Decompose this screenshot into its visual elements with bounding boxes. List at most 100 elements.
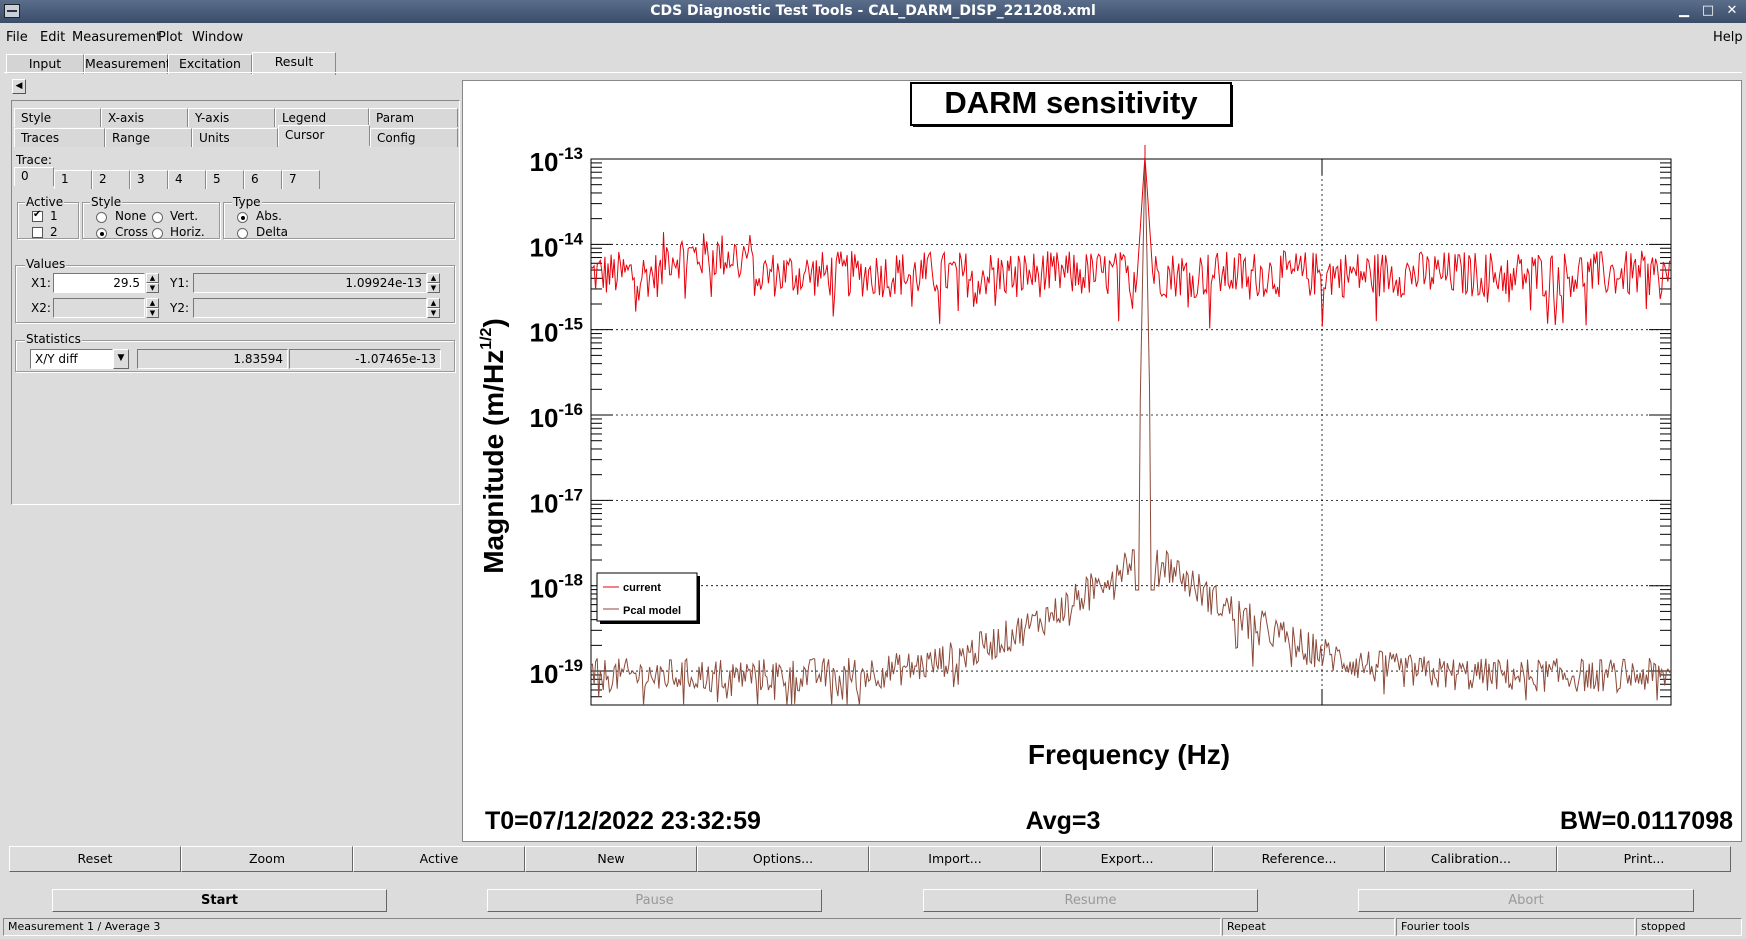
close-icon[interactable]: ✕ bbox=[1726, 3, 1738, 18]
start-button[interactable]: Start bbox=[52, 889, 387, 912]
export-button[interactable]: Export... bbox=[1041, 846, 1213, 872]
x1-input[interactable]: 29.5 bbox=[53, 273, 145, 293]
subtab-style[interactable]: Style bbox=[14, 108, 101, 127]
reset-button[interactable]: Reset bbox=[9, 846, 181, 872]
subtab-range[interactable]: Range bbox=[105, 128, 192, 147]
subtab-config[interactable]: Config bbox=[370, 128, 458, 147]
style-none-label: None bbox=[115, 209, 147, 223]
style-cross-radio[interactable] bbox=[96, 228, 107, 239]
subtab-units[interactable]: Units bbox=[192, 128, 278, 147]
x1-spinner[interactable]: ▲ ▼ bbox=[146, 273, 159, 293]
type-delta-radio[interactable] bbox=[237, 228, 248, 239]
y-tick-label: 10-13 bbox=[530, 144, 584, 177]
t0-label: T0=07/12/2022 23:32:59 bbox=[485, 807, 761, 835]
y1-spinner[interactable]: ▲ ▼ bbox=[427, 273, 440, 293]
statistics-dropdown-button[interactable]: ▼ bbox=[113, 349, 129, 369]
style-none-radio[interactable] bbox=[96, 212, 107, 223]
subtab-legend[interactable]: Legend bbox=[275, 108, 369, 127]
statistics-mode-select[interactable]: X/Y diff bbox=[30, 349, 113, 369]
values-group bbox=[15, 265, 455, 323]
menu-file[interactable]: File bbox=[6, 30, 28, 45]
legend[interactable]: current Pcal model bbox=[596, 572, 700, 624]
options-button[interactable]: Options... bbox=[697, 846, 869, 872]
active-group-label: Active bbox=[25, 195, 65, 209]
values-group-label: Values bbox=[25, 257, 67, 271]
style-vert-radio[interactable] bbox=[152, 212, 163, 223]
new-button[interactable]: New bbox=[525, 846, 697, 872]
window-menu-icon[interactable] bbox=[4, 4, 20, 18]
resume-button[interactable]: Resume bbox=[923, 889, 1258, 912]
status-repeat: Repeat bbox=[1222, 918, 1395, 936]
tab-excitation[interactable]: Excitation bbox=[168, 54, 252, 74]
reference-button[interactable]: Reference... bbox=[1213, 846, 1385, 872]
trace-tab-0[interactable]: 0 bbox=[14, 167, 54, 186]
window-title: CDS Diagnostic Test Tools - CAL_DARM_DIS… bbox=[650, 3, 1096, 19]
maximize-icon[interactable]: □ bbox=[1701, 3, 1715, 18]
menu-window[interactable]: Window bbox=[192, 30, 244, 45]
bw-label: BW=0.0117098 bbox=[1560, 807, 1733, 835]
active-1-checkbox[interactable] bbox=[32, 209, 43, 222]
tab-input[interactable]: Input bbox=[6, 54, 84, 74]
menu-plot[interactable]: Plot bbox=[158, 30, 183, 45]
subtab-param[interactable]: Param bbox=[369, 108, 458, 127]
x2-input[interactable] bbox=[53, 298, 145, 318]
x1-label: X1: bbox=[31, 276, 51, 290]
plot-frame-box bbox=[590, 158, 1672, 706]
status-fourier: Fourier tools bbox=[1396, 918, 1635, 936]
style-vert-label: Vert. bbox=[170, 209, 199, 223]
menu-bar: File Edit Measurement Plot Window Help bbox=[0, 26, 1746, 48]
y-tick-label: 10-18 bbox=[530, 571, 584, 604]
trace-tab-7[interactable]: 7 bbox=[282, 170, 320, 189]
trace-current bbox=[590, 157, 1671, 329]
calibration-button[interactable]: Calibration... bbox=[1385, 846, 1557, 872]
y2-spinner[interactable]: ▲ ▼ bbox=[427, 298, 440, 318]
trace-tab-2[interactable]: 2 bbox=[92, 170, 130, 189]
style-group bbox=[82, 202, 220, 239]
subtab-x-axis[interactable]: X-axis bbox=[101, 108, 188, 127]
style-horiz-radio[interactable] bbox=[152, 228, 163, 239]
legend-current-label: current bbox=[623, 582, 661, 594]
statistics-value-2: -1.07465e-13 bbox=[289, 349, 441, 369]
y2-field bbox=[193, 298, 427, 318]
import-button[interactable]: Import... bbox=[869, 846, 1041, 872]
trace-tab-1[interactable]: 1 bbox=[54, 170, 92, 189]
menu-edit[interactable]: Edit bbox=[40, 30, 66, 45]
x-axis-label: Frequency (Hz) bbox=[1028, 739, 1230, 770]
tab-result[interactable]: Result bbox=[252, 52, 336, 75]
subtab-y-axis[interactable]: Y-axis bbox=[188, 108, 275, 127]
y-tick-label: 10-16 bbox=[530, 400, 584, 433]
zoom-button[interactable]: Zoom bbox=[181, 846, 353, 872]
y-tick-label: 10-19 bbox=[530, 656, 584, 689]
svg-text:Magnitude (m/Hz1/2): Magnitude (m/Hz1/2) bbox=[478, 318, 509, 574]
subtab-traces[interactable]: Traces bbox=[14, 128, 105, 147]
y1-label: Y1: bbox=[170, 276, 190, 290]
subtab-cursor[interactable]: Cursor bbox=[278, 125, 370, 146]
active-2-label: 2 bbox=[50, 225, 58, 239]
x2-spinner[interactable]: ▲ ▼ bbox=[146, 298, 159, 318]
active-2-checkbox[interactable] bbox=[32, 227, 43, 238]
trace-tab-4[interactable]: 4 bbox=[168, 170, 206, 189]
trace-tab-6[interactable]: 6 bbox=[244, 170, 282, 189]
style-horiz-label: Horiz. bbox=[170, 225, 205, 239]
abort-button[interactable]: Abort bbox=[1358, 889, 1694, 912]
print-button[interactable]: Print... bbox=[1557, 846, 1731, 872]
pause-button[interactable]: Pause bbox=[487, 889, 822, 912]
collapse-panel-button[interactable]: ◀ bbox=[12, 79, 26, 94]
type-abs-radio[interactable] bbox=[237, 212, 248, 223]
menu-measurement[interactable]: Measurement bbox=[72, 30, 162, 45]
type-group bbox=[223, 202, 455, 239]
trace-tab-3[interactable]: 3 bbox=[130, 170, 168, 189]
statistics-value-1: 1.83594 bbox=[137, 349, 288, 369]
menu-help[interactable]: Help bbox=[1713, 30, 1743, 45]
plot-area[interactable]: DARM sensitivity Magnitude (m/Hz1/2) Fre… bbox=[462, 80, 1742, 842]
y-tick-label: 10-15 bbox=[530, 315, 584, 348]
y2-label: Y2: bbox=[170, 301, 190, 315]
y-tick-label: 10-17 bbox=[530, 485, 584, 518]
darm-sensitivity-chart[interactable]: DARM sensitivity Magnitude (m/Hz1/2) Fre… bbox=[463, 81, 1743, 843]
title-bar: CDS Diagnostic Test Tools - CAL_DARM_DIS… bbox=[0, 0, 1746, 23]
tab-measurement[interactable]: Measurement bbox=[84, 54, 171, 74]
trace-label: Trace: bbox=[16, 153, 52, 167]
trace-tab-5[interactable]: 5 bbox=[206, 170, 244, 189]
minimize-icon[interactable]: ▁ bbox=[1679, 3, 1689, 18]
active-button[interactable]: Active bbox=[353, 846, 525, 872]
